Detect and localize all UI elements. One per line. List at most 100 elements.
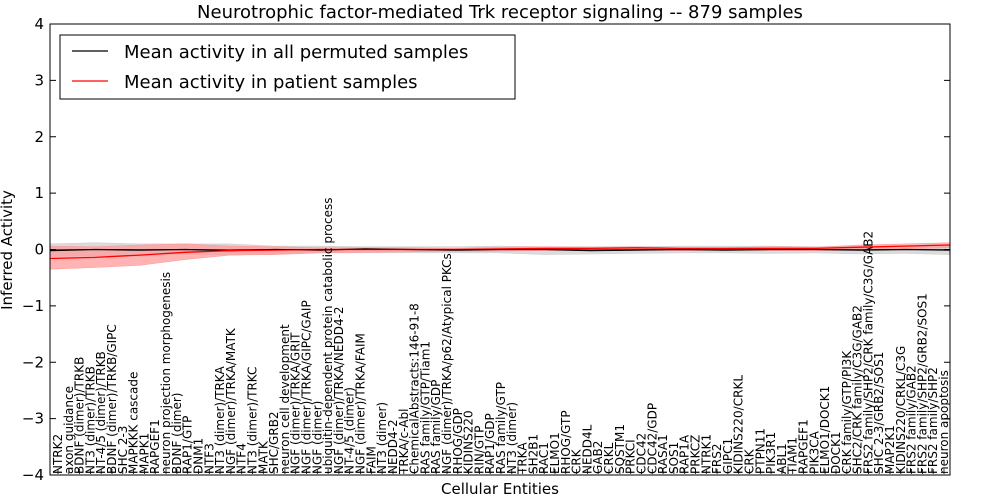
entity-label: CRKL <box>602 442 616 474</box>
entity-label-group: SHC 2-3 <box>116 426 130 474</box>
legend-label-patient: Mean activity in patient samples <box>124 72 418 93</box>
entity-label: RHOG/GTP <box>559 410 573 474</box>
y-tick-label: −3 <box>22 410 44 428</box>
entity-label: MAP2K1 <box>883 425 897 474</box>
entity-label-group: MATK <box>256 440 270 474</box>
entity-label-group: NEDD4L <box>580 424 594 474</box>
entity-label: BDNF (dimer)/TRKB/GIPC <box>105 324 119 474</box>
entity-label-group: RHOG/GDP <box>451 408 465 474</box>
entity-label-group: FAIM <box>364 446 378 474</box>
entity-label: TRKA/c-Abl <box>397 409 411 475</box>
entity-label-group: ELMO1 <box>548 432 562 474</box>
y-tick-label: 2 <box>34 128 44 146</box>
entity-label-group: neuron apoptosis <box>937 370 951 474</box>
entity-label-group: KIDINS220/CRKL/C3G <box>894 346 908 474</box>
legend-label-permuted: Mean activity in all permuted samples <box>124 42 468 63</box>
entity-label: TRKA <box>516 442 530 475</box>
entity-label-group: NT3 (dimer) <box>505 402 519 474</box>
entity-label-group: CRKL <box>602 442 616 474</box>
entity-label-group: SOS1 <box>667 442 681 474</box>
entity-label-group: NTF4 <box>235 443 249 474</box>
entity-label: RAS family/GDP <box>429 380 443 474</box>
entity-label: NGF (dimer)/TRKA/GIPC/GAIP <box>300 300 314 474</box>
entity-label: NGF (dimer)/TRKA/GRIT <box>289 332 303 474</box>
entity-label-group: SQSTM1 <box>613 424 627 474</box>
entity-label-group: RASA1 <box>656 434 670 474</box>
entity-label-group: FRS2 family/SHP2/CRK family/C3G/GAB2 <box>861 231 875 474</box>
entity-label-group: neuron cell development <box>278 324 292 474</box>
entity-label-group: RAC1 <box>537 442 551 474</box>
entity-label: CDC42/GDP <box>645 403 659 474</box>
entity-label: DOCK1 <box>829 431 843 474</box>
entity-label: NTF4 <box>235 443 249 474</box>
entity-label: ABL1 <box>775 443 789 474</box>
entity-label: KIDINS220/CRKL <box>732 375 746 474</box>
entity-label: PIK3R1 <box>764 432 778 474</box>
entity-label-group: SHC2/CRK family/C3G/GAB2 <box>851 305 865 474</box>
entity-label-group: BDNF (dimer)/TRKB <box>73 357 87 474</box>
entity-label-group: NGF (dimer)/TRKA/p62/Atypical PKCs <box>440 253 454 474</box>
entity-label-group: SHC/GRB2 <box>267 411 281 474</box>
entity-label-group: RAS family/GTP/Tiam1 <box>418 341 432 474</box>
entity-label: MATK <box>256 440 270 474</box>
entity-label: NT-4/5 (dimer) <box>343 387 357 474</box>
y-tick-label: −4 <box>22 466 44 484</box>
entity-label: ubiquitin-dependent protein catabolic pr… <box>321 198 335 474</box>
entity-label: neuron cell development <box>278 324 292 474</box>
entity-label-group: KIDINS220 <box>462 410 476 474</box>
entity-label: axon guidance <box>62 386 76 474</box>
entity-label: SHC2/CRK family/C3G/GAB2 <box>851 305 865 474</box>
entity-label-group: ELMO1/DOCK1 <box>818 386 832 474</box>
entity-label-group: FRS2 <box>710 444 724 474</box>
x-axis-label: Cellular Entities <box>441 480 559 498</box>
entity-label-group: NGF (dimer)/TRKA/GRIT <box>289 332 303 474</box>
entity-label: NTRK2 <box>51 434 65 474</box>
entity-label-group: FRS2 family/SHP2/GRB2/SOS1 <box>915 293 929 474</box>
entity-label-group: FRS2 family/GAB2 <box>905 365 919 474</box>
entity-label-group: CDC42 <box>635 433 649 474</box>
legend: Mean activity in all permuted samples Me… <box>59 34 516 100</box>
entity-label-group: NEDD4-2 <box>386 419 400 474</box>
entity-label-group: NGF (dimer)/TRKA/NEDD4-2 <box>332 306 346 474</box>
entity-label: MAPK1 <box>137 433 151 474</box>
entity-label-group: NGF (dimer)/TRKA/GIPC/GAIP <box>300 300 314 474</box>
entity-label-group: NT3 (dimer) <box>375 402 389 474</box>
entity-label-group: DOCK1 <box>829 431 843 474</box>
entity-label: PRKCZ <box>689 435 703 474</box>
entity-label-group: NGF (dimer) <box>310 401 324 474</box>
entity-label: NT3 (dimer) <box>505 402 519 474</box>
entity-label-group: BDNF (dimer)/TRKB/GIPC <box>105 324 119 474</box>
entity-label: RAP1A <box>678 434 692 474</box>
y-axis-label: Inferred Activity <box>0 190 16 310</box>
entity-label: RASA1 <box>656 434 670 474</box>
entity-label: RHOG/GDP <box>451 408 465 474</box>
y-tick-label: 4 <box>34 15 44 33</box>
entity-label-group: GAB2 <box>591 441 605 474</box>
entity-label: NT-4/5 (dimer)/TRKB <box>94 351 108 474</box>
entity-label: PRKCI <box>624 439 638 474</box>
entity-label-group: PIK3CA <box>807 430 821 474</box>
entity-label-group: neuron projection morphogenesis <box>159 272 173 474</box>
entity-label: RAS family/GTP/Tiam1 <box>418 341 432 474</box>
y-tick-label: −2 <box>22 353 44 371</box>
entity-label: NT3 (dimer)/TRKA <box>213 366 227 474</box>
entity-label: SHC 2-3 <box>116 426 130 474</box>
entity-label: PIK3CA <box>807 430 821 474</box>
entity-label: ELMO1/DOCK1 <box>818 386 832 474</box>
entity-label: CRK <box>570 448 584 474</box>
y-tick-label: 0 <box>34 241 44 259</box>
entity-label-group: RIN/GTP <box>472 426 486 474</box>
entity-label: NT3 (dimer) <box>375 402 389 474</box>
entity-label: FRS2 family/SHP2 <box>926 367 940 474</box>
entity-label: CRK family/GTP/PI3K <box>840 350 854 474</box>
entity-label: SHC/GRB2 <box>267 411 281 474</box>
entity-label: RAP1/GDP <box>483 413 497 474</box>
entity-label-group: SHC 2-3/GRB2/SOS1 <box>872 352 886 474</box>
entity-label-group: CDC42/GDP <box>645 403 659 474</box>
entity-label: SQSTM1 <box>613 424 627 474</box>
entity-label-group: FRS2 family/SHP2 <box>926 367 940 474</box>
y-axis-ticks: 4 3 2 1 0 −1 −2 −3 −4 <box>22 15 950 484</box>
entity-label-group: RAPGEF1 <box>797 419 811 474</box>
entity-label: SHC 2-3/GRB2/SOS1 <box>872 352 886 474</box>
